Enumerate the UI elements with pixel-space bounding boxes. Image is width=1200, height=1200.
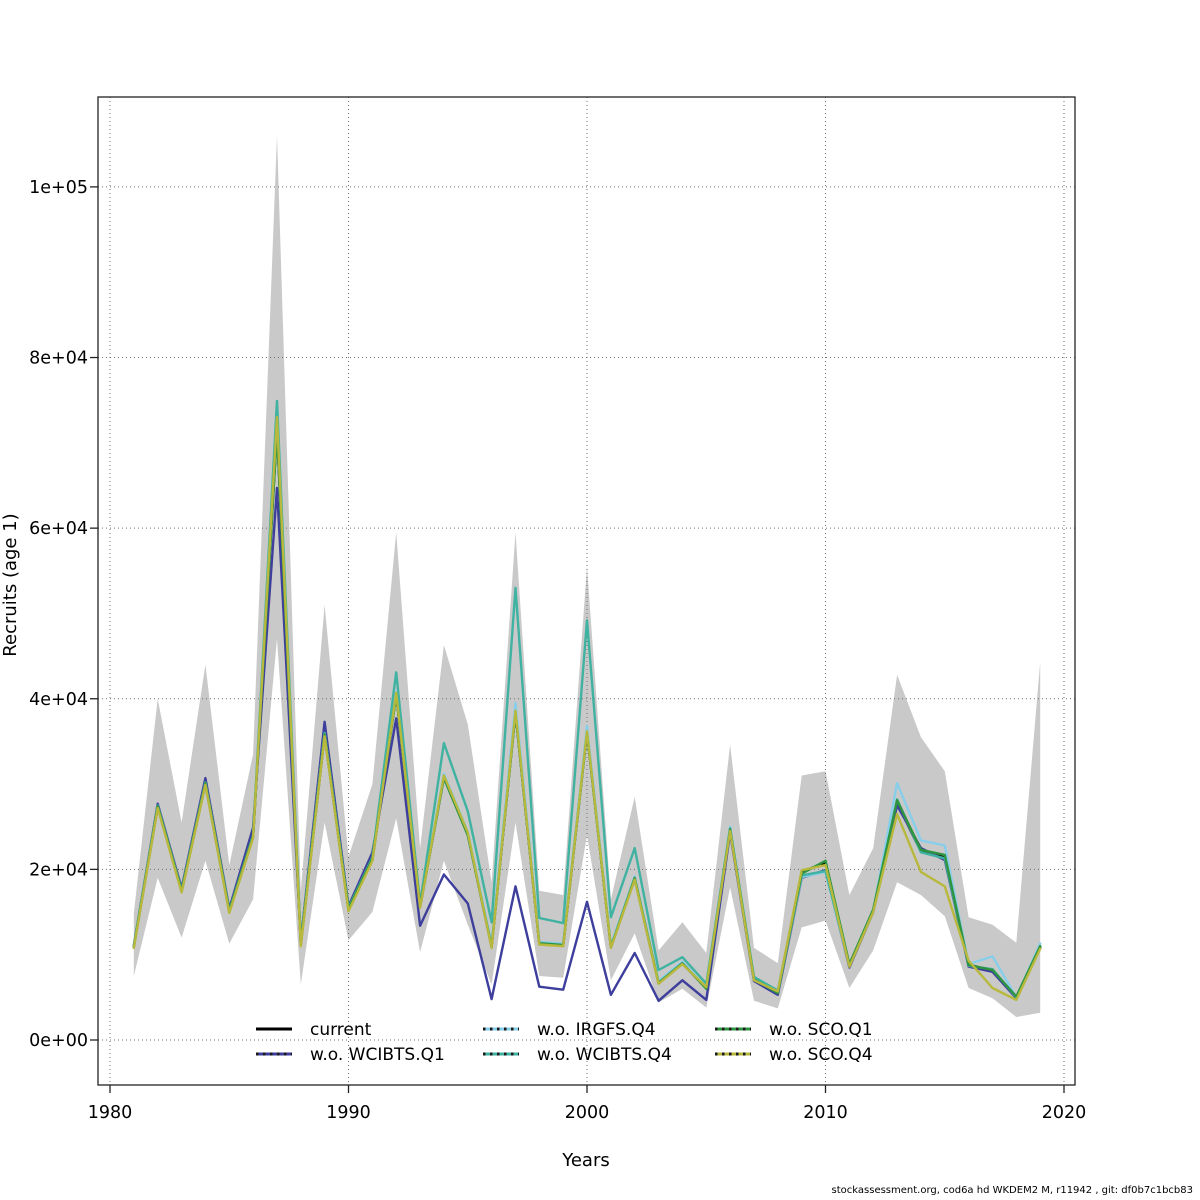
- footer-attribution: stockassessment.org, cod6a hd WKDEM2 M, …: [832, 1185, 1193, 1196]
- series-line-w-o-sco-q4: [132, 416, 1042, 1002]
- legend-item: w.o. SCO.Q4: [715, 1045, 873, 1065]
- legend-label: w.o. IRGFS.Q4: [537, 1020, 656, 1040]
- legend-item: w.o. WCIBTS.Q1: [256, 1045, 445, 1065]
- legend-label: w.o. WCIBTS.Q1: [310, 1045, 445, 1065]
- y-tick-label: 1e+05: [29, 178, 88, 198]
- y-tick-label: 0e+00: [29, 1031, 88, 1051]
- confidence-band: [133, 135, 1041, 1017]
- confidence-band-layer: [133, 135, 1041, 1017]
- x-tick-label: 2010: [803, 1103, 848, 1123]
- legend-item: w.o. WCIBTS.Q4: [483, 1045, 672, 1065]
- y-tick-label: 6e+04: [29, 519, 88, 539]
- y-tick-label: 4e+04: [29, 690, 88, 710]
- y-tick-label: 2e+04: [29, 860, 88, 880]
- legend-label: w.o. SCO.Q4: [769, 1045, 873, 1065]
- y-axis-title: Recruits (age 1): [0, 513, 21, 656]
- legend-item: current: [256, 1020, 372, 1040]
- x-tick-label: 2000: [565, 1103, 610, 1123]
- x-tick-label: 2020: [1042, 1103, 1087, 1123]
- y-tick-label: 8e+04: [29, 349, 88, 369]
- legend-item: w.o. SCO.Q1: [715, 1020, 873, 1040]
- legend-label: w.o. WCIBTS.Q4: [537, 1045, 672, 1065]
- series-layer: [132, 399, 1042, 1002]
- x-tick-label: 1990: [326, 1103, 371, 1123]
- tick-layer: 1980 1990 2000 2010 2020 0e+00 2e+04 4e+04 6e+04…: [29, 178, 1086, 1123]
- legend-label: current: [310, 1020, 372, 1040]
- x-axis-title: Years: [561, 1150, 610, 1171]
- legend: current w.o. WCIBTS.Q1 w.o. IRGFS.Q4 w.o. W…: [256, 1020, 873, 1065]
- gridline-layer: [98, 97, 1075, 1085]
- legend-label: w.o. SCO.Q1: [769, 1020, 873, 1040]
- legend-item: w.o. IRGFS.Q4: [483, 1020, 656, 1040]
- x-tick-label: 1980: [88, 1103, 133, 1123]
